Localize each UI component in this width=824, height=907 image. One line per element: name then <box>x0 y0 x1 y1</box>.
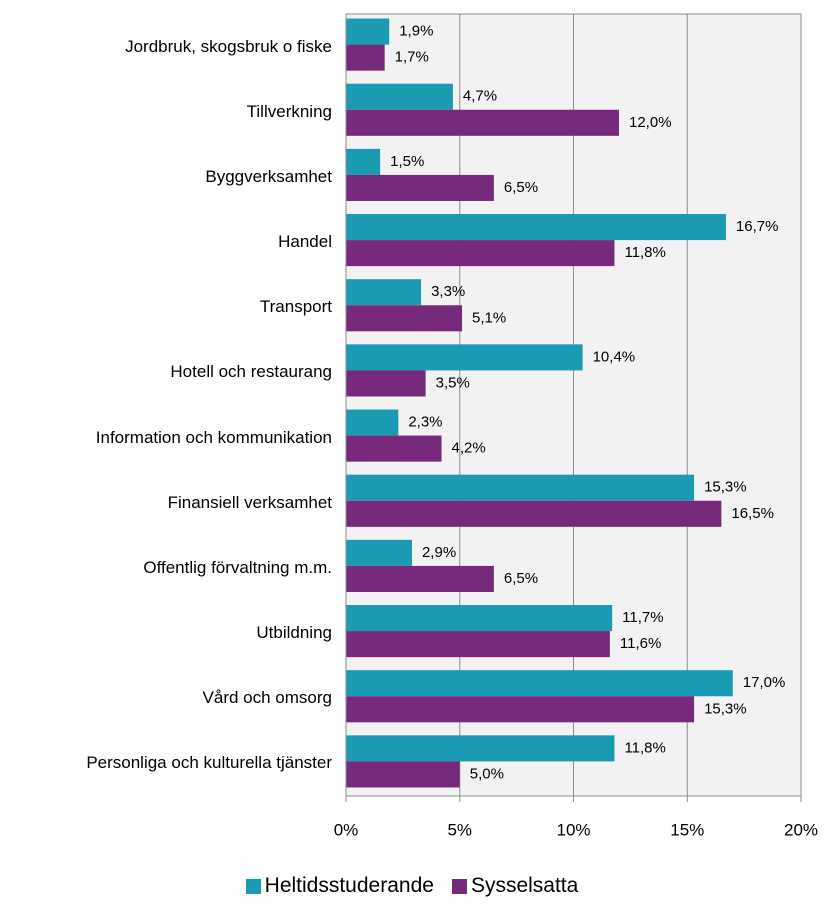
data-label: 1,9% <box>399 23 433 40</box>
category-label: Vård och omsorg <box>202 688 332 708</box>
bar <box>346 240 615 267</box>
bar <box>346 696 695 723</box>
category-label: Tillverkning <box>246 101 332 121</box>
x-tick-label: 5% <box>447 820 472 839</box>
data-label: 10,4% <box>593 348 636 365</box>
x-tick-label: 0% <box>334 820 359 839</box>
data-label: 11,8% <box>624 244 665 261</box>
category-label: Transport <box>259 297 332 317</box>
category-label: Utbildning <box>256 623 332 643</box>
data-label: 15,3% <box>704 700 747 717</box>
bar <box>346 44 385 71</box>
data-label: 1,5% <box>390 153 424 170</box>
data-label: 17,0% <box>743 674 786 691</box>
bar <box>346 305 463 332</box>
data-label: 1,7% <box>395 49 429 66</box>
bar <box>346 279 422 306</box>
legend: Heltidsstuderande Sysselsatta <box>0 874 824 898</box>
data-label: 16,5% <box>731 505 774 522</box>
bar <box>346 474 695 501</box>
legend-label: Sysselsatta <box>470 874 579 897</box>
category-label: Offentlig förvaltning m.m. <box>143 557 332 577</box>
bar <box>346 344 583 371</box>
legend-item: Heltidsstuderande <box>245 874 434 898</box>
x-tick-label: 20% <box>784 820 818 839</box>
bar <box>346 18 390 45</box>
bar <box>346 109 619 136</box>
data-label: 4,2% <box>452 440 486 457</box>
data-label: 5,0% <box>470 765 504 782</box>
bar <box>346 565 494 592</box>
data-label: 2,3% <box>408 414 442 431</box>
data-label: 12,0% <box>629 114 672 131</box>
category-label: Hotell och restaurang <box>170 362 332 382</box>
category-label: Handel <box>278 232 332 252</box>
x-tick-label: 10% <box>556 820 590 839</box>
bar <box>346 174 494 201</box>
category-label: Jordbruk, skogsbruk o fiske <box>125 36 332 56</box>
bar <box>346 83 453 110</box>
bar <box>346 214 726 241</box>
legend-label: Heltidsstuderande <box>264 874 434 897</box>
x-tick-label: 15% <box>670 820 704 839</box>
data-label: 11,7% <box>622 609 663 626</box>
bar <box>346 148 381 175</box>
category-label: Finansiell verksamhet <box>167 492 332 512</box>
data-label: 16,7% <box>736 218 779 235</box>
bar <box>346 735 615 762</box>
data-label: 5,1% <box>472 309 506 326</box>
bar <box>346 409 399 436</box>
data-label: 6,5% <box>504 179 538 196</box>
data-label: 11,6% <box>620 635 661 652</box>
data-label: 3,5% <box>436 374 470 391</box>
category-label: Personliga och kulturella tjänster <box>86 753 332 773</box>
bar <box>346 435 442 462</box>
data-label: 3,3% <box>431 283 465 300</box>
data-label: 6,5% <box>504 570 538 587</box>
bar <box>346 670 733 697</box>
legend-item: Sysselsatta <box>451 874 579 898</box>
category-label: Byggverksamhet <box>205 166 332 186</box>
data-label: 11,8% <box>624 739 665 756</box>
data-label: 15,3% <box>704 479 747 496</box>
data-label: 2,9% <box>422 544 456 561</box>
data-label: 4,7% <box>463 88 497 105</box>
bar <box>346 539 412 566</box>
bar <box>346 631 610 658</box>
bar <box>346 761 460 788</box>
bar <box>346 370 426 397</box>
bar <box>346 500 722 527</box>
bar <box>346 605 613 632</box>
category-label: Information och kommunikation <box>95 427 332 447</box>
legend-swatch <box>245 878 261 894</box>
legend-swatch <box>451 878 467 894</box>
